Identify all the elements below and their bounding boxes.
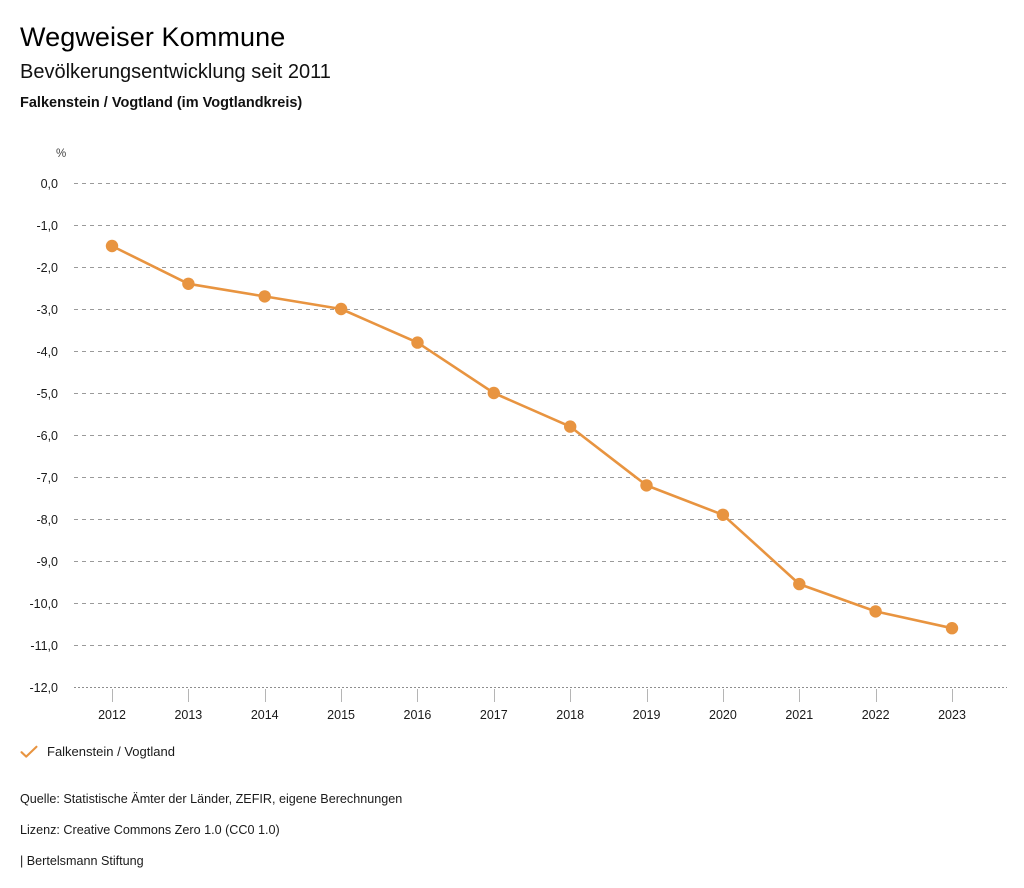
chart-legend[interactable]: Falkenstein / Vogtland <box>20 744 175 759</box>
data-point[interactable] <box>945 622 959 635</box>
y-axis-tick-label: -6,0 <box>36 429 58 443</box>
line-chart: % 0,0 -1,0 -2,0 -3,0 -4,0 -5,0 -6,0 -7,0 -8,0 -9,… <box>0 140 1024 740</box>
x-axis-tick-label: 2020 <box>709 708 737 722</box>
x-axis-tick-label: 2019 <box>633 708 661 722</box>
y-axis-tick-label: -2,0 <box>36 261 58 275</box>
data-point[interactable] <box>411 336 424 349</box>
y-axis-tick-label: -3,0 <box>36 303 58 317</box>
x-axis-tick-label: 2023 <box>938 708 966 722</box>
x-axis-tick-label: 2017 <box>480 708 508 722</box>
page-subtitle: Bevölkerungsentwicklung seit 2011 <box>20 61 331 83</box>
y-axis-tick-label: -5,0 <box>36 387 58 401</box>
data-point[interactable] <box>869 605 882 618</box>
x-axis-tick-label: 2021 <box>785 708 813 722</box>
x-axis-tick-label: 2022 <box>862 708 890 722</box>
series-line <box>110 244 954 630</box>
x-axis-tick-label: 2014 <box>251 708 279 722</box>
data-point[interactable] <box>182 277 195 290</box>
y-axis-tick-label: -8,0 <box>36 513 58 527</box>
footer-publisher: | Bertelsmann Stiftung <box>20 854 144 868</box>
header: Wegweiser Kommune Bevölkerungsentwicklun… <box>0 0 1024 113</box>
data-point[interactable] <box>564 420 577 433</box>
data-point[interactable] <box>716 508 730 521</box>
footer-license: Lizenz: Creative Commons Zero 1.0 (CC0 1… <box>20 823 280 837</box>
y-axis-tick-label: -7,0 <box>36 471 58 485</box>
x-axis-tick-label: 2016 <box>404 708 432 722</box>
page-title: Wegweiser Kommune <box>20 22 286 52</box>
check-icon <box>20 745 38 759</box>
y-axis-tick-label: 0,0 <box>41 177 58 191</box>
chart-footer: Quelle: Statistische Ämter der Länder, Z… <box>20 784 720 877</box>
x-axis-tick-label: 2013 <box>174 708 202 722</box>
y-axis-tick-label: -10,0 <box>30 597 59 611</box>
footer-source: Quelle: Statistische Ämter der Länder, Z… <box>20 792 403 806</box>
y-axis-tick-label: -9,0 <box>36 555 58 569</box>
data-point[interactable] <box>105 239 119 253</box>
data-point[interactable] <box>640 479 653 492</box>
y-axis-tick-label: -12,0 <box>30 681 59 695</box>
data-point[interactable] <box>487 386 500 400</box>
x-axis-tick-label: 2012 <box>98 708 126 722</box>
data-point[interactable] <box>793 577 806 591</box>
chart-plot-area: 0,0 -1,0 -2,0 -3,0 -4,0 -5,0 -6,0 -7,0 -8,0 -9,0 -… <box>30 177 1007 722</box>
y-axis-tick-label: -1,0 <box>36 219 58 233</box>
y-axis-tick-label: -4,0 <box>36 345 58 359</box>
data-point[interactable] <box>334 302 348 316</box>
location-label: Falkenstein / Vogtland (im Vogtlandkreis… <box>20 95 303 111</box>
y-axis-unit-label: % <box>56 148 67 160</box>
data-point[interactable] <box>258 290 271 303</box>
x-axis-tick-label: 2018 <box>556 708 584 722</box>
legend-series-label: Falkenstein / Vogtland <box>47 744 175 759</box>
x-axis-tick-label: 2015 <box>327 708 355 722</box>
y-axis-tick-label: -11,0 <box>30 639 58 653</box>
